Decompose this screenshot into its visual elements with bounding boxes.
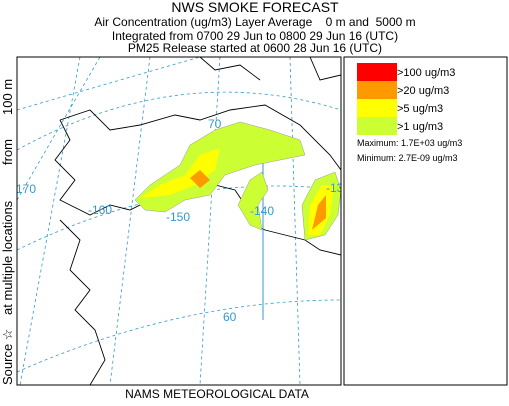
- graticule-label: -140: [250, 204, 274, 218]
- title: NWS SMOKE FORECAST: [171, 0, 339, 15]
- side-label-part: from: [0, 139, 15, 165]
- subtitle: Integrated from 0700 29 Jun to 0800 29 J…: [112, 29, 398, 43]
- side-label-part: 100 m: [0, 79, 15, 115]
- side-label: Source ☆ at multiple locations from 100 …: [0, 79, 15, 385]
- graticule: [17, 57, 341, 385]
- graticule-label: 60: [223, 310, 237, 324]
- subtitle: PM25 Release started at 0600 28 Jun 16 (…: [128, 41, 382, 55]
- legend-minimum: Minimum: 2.7E-09 ug/m3: [357, 153, 458, 163]
- legend: >100 ug/m3 >20 ug/m3 >5 ug/m3 >1 ug/m3: [357, 63, 455, 135]
- side-label-part: Source ☆: [0, 329, 15, 385]
- legend-label: >100 ug/m3: [397, 67, 455, 79]
- map: -170 -160 -150 -140 -130 70 60: [12, 57, 350, 385]
- graticule-label: -150: [166, 210, 190, 224]
- legend-label: >1 ug/m3: [397, 121, 443, 133]
- subtitle: Air Concentration (ug/m3) Layer Average …: [94, 15, 415, 29]
- legend-frame: [343, 56, 508, 386]
- side-label-part: at multiple locations: [0, 200, 15, 315]
- legend-swatch: [357, 117, 397, 135]
- legend-swatch: [357, 63, 397, 81]
- legend-swatch: [357, 81, 397, 99]
- map-frame: [16, 56, 342, 386]
- graticule-label: -170: [12, 182, 36, 196]
- legend-label: >5 ug/m3: [397, 103, 443, 115]
- graticule-label: -130: [326, 181, 350, 195]
- footer: NAMS METEOROLOGICAL DATA: [125, 387, 309, 401]
- plume: [134, 121, 341, 241]
- graticule-label: 70: [208, 117, 222, 131]
- graticule-label: -160: [88, 203, 112, 217]
- legend-maximum: Maximum: 1.7E+03 ug/m3: [357, 138, 462, 148]
- legend-label: >20 ug/m3: [397, 85, 449, 97]
- legend-swatch: [357, 99, 397, 117]
